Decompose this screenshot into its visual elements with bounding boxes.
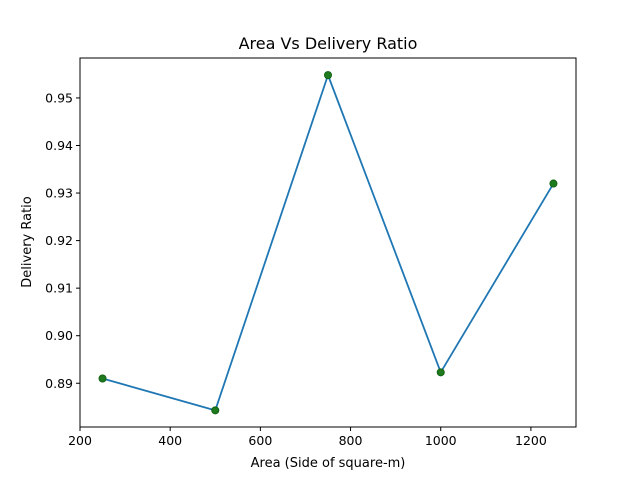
y-tick-label: 0.91 [45, 281, 73, 296]
axes-frame [79, 57, 577, 428]
y-tick-label: 0.89 [45, 376, 73, 391]
x-tick-label: 800 [339, 433, 363, 448]
series-group [98, 71, 558, 415]
x-axis-ticks: 200 400 600 800 1000 1200 [68, 427, 547, 448]
x-tick-label: 1200 [515, 433, 547, 448]
y-tick-label: 0.90 [45, 328, 73, 343]
data-point [98, 374, 107, 383]
y-axis-ticks: 0.89 0.90 0.91 0.92 0.93 0.94 0.95 [45, 90, 80, 391]
x-tick-label: 600 [248, 433, 272, 448]
y-axis-label: Delivery Ratio [20, 196, 35, 288]
y-tick-label: 0.94 [45, 138, 73, 153]
x-axis-label: Area (Side of square-m) [251, 456, 406, 471]
plot-area [79, 57, 577, 428]
y-tick-label: 0.93 [45, 186, 73, 201]
y-tick-label: 0.95 [45, 90, 73, 105]
data-point [549, 179, 558, 188]
series-line [102, 74, 555, 412]
x-tick-label: 1000 [425, 433, 457, 448]
y-tick-label: 0.92 [45, 233, 73, 248]
data-point [323, 71, 332, 80]
x-tick-label: 400 [158, 433, 182, 448]
data-point [211, 406, 220, 415]
x-tick-label: 200 [68, 433, 92, 448]
data-point [436, 368, 445, 377]
chart-title: Area Vs Delivery Ratio [239, 34, 418, 53]
